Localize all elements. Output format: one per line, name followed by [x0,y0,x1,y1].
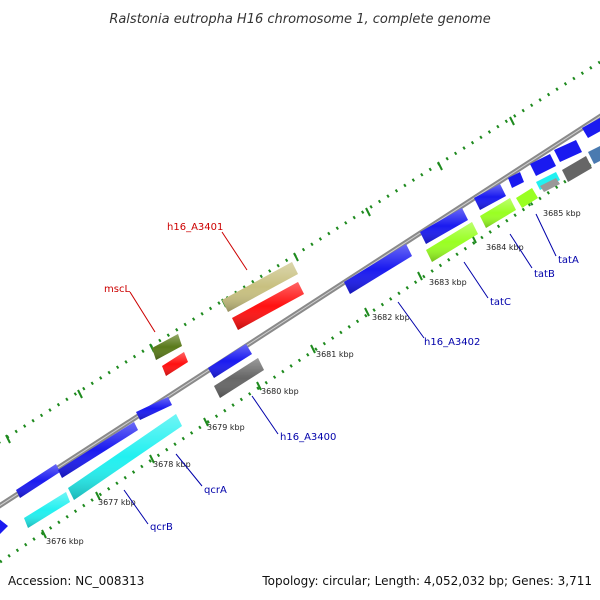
gene-blue-6 [420,208,468,244]
gene-blue-10 [554,140,582,162]
tick-label-3684: 3684 kbp [486,243,524,252]
accession-text: Accession: NC_008313 [8,574,144,588]
inner-major-ticks [41,197,531,539]
gene-blue-5 [208,344,252,378]
gene-blue-11 [582,118,600,138]
gene-qcrB [24,492,70,528]
gene-h16_A3400 [214,358,264,398]
map-title: Ralstonia eutropha H16 chromosome 1, com… [109,12,490,27]
tick-label-3680: 3680 kbp [261,387,299,396]
gene-label-h16_A3400: h16_A3400 [280,432,336,443]
outer-tick-ring [0,60,600,444]
gene-red-small [162,352,188,376]
gene-blue-8 [508,172,524,188]
gene-h16_A3402 [344,244,412,294]
gene-label-tatC: tatC [490,297,511,308]
gene-blue-4 [136,397,172,420]
tick-label-3683: 3683 kbp [429,278,467,287]
gene-red-large [232,282,304,330]
gene-label-qcrB: qcrB [150,522,173,533]
gene-blue-2 [16,464,60,498]
gene-label-mscL: mscL [104,284,130,295]
gene-qcrA [68,414,182,500]
tick-label-3676: 3676 kbp [46,537,84,546]
tick-labels: 3676 kbp 3677 kbp 3678 kbp 3679 kbp 3680… [46,209,581,546]
gene-tatA [516,188,538,208]
gene-mscL [152,334,182,360]
gene-blue-1 [0,519,8,534]
gene-gray-small [540,178,560,192]
tick-label-3678: 3678 kbp [153,460,191,469]
leader-lines [123,213,557,525]
gene-tatC [426,222,478,262]
gene-blue-7 [474,184,506,210]
gene-label-h16_A3402: h16_A3402 [424,337,480,348]
gene-steelblue [588,146,600,164]
tick-label-3681: 3681 kbp [316,350,354,359]
gene-label-h16_A3401: h16_A3401 [167,222,223,233]
genome-summary-text: Topology: circular; Length: 4,052,032 bp… [261,574,592,588]
tick-label-3677: 3677 kbp [98,498,136,507]
gene-h16_A3401 [222,262,298,312]
gene-tatB [480,198,516,228]
tick-label-3685: 3685 kbp [543,209,581,218]
inner-tick-ring [0,156,600,564]
gene-label-tatB: tatB [534,269,555,280]
gene-label-qcrA: qcrA [204,485,227,496]
tick-label-3682: 3682 kbp [372,313,410,322]
gene-blue-9 [530,154,556,176]
gene-gray-2 [562,156,592,182]
tick-label-3679: 3679 kbp [207,423,245,432]
gene-blue-3 [58,422,138,478]
gene-label-tatA: tatA [558,255,579,266]
